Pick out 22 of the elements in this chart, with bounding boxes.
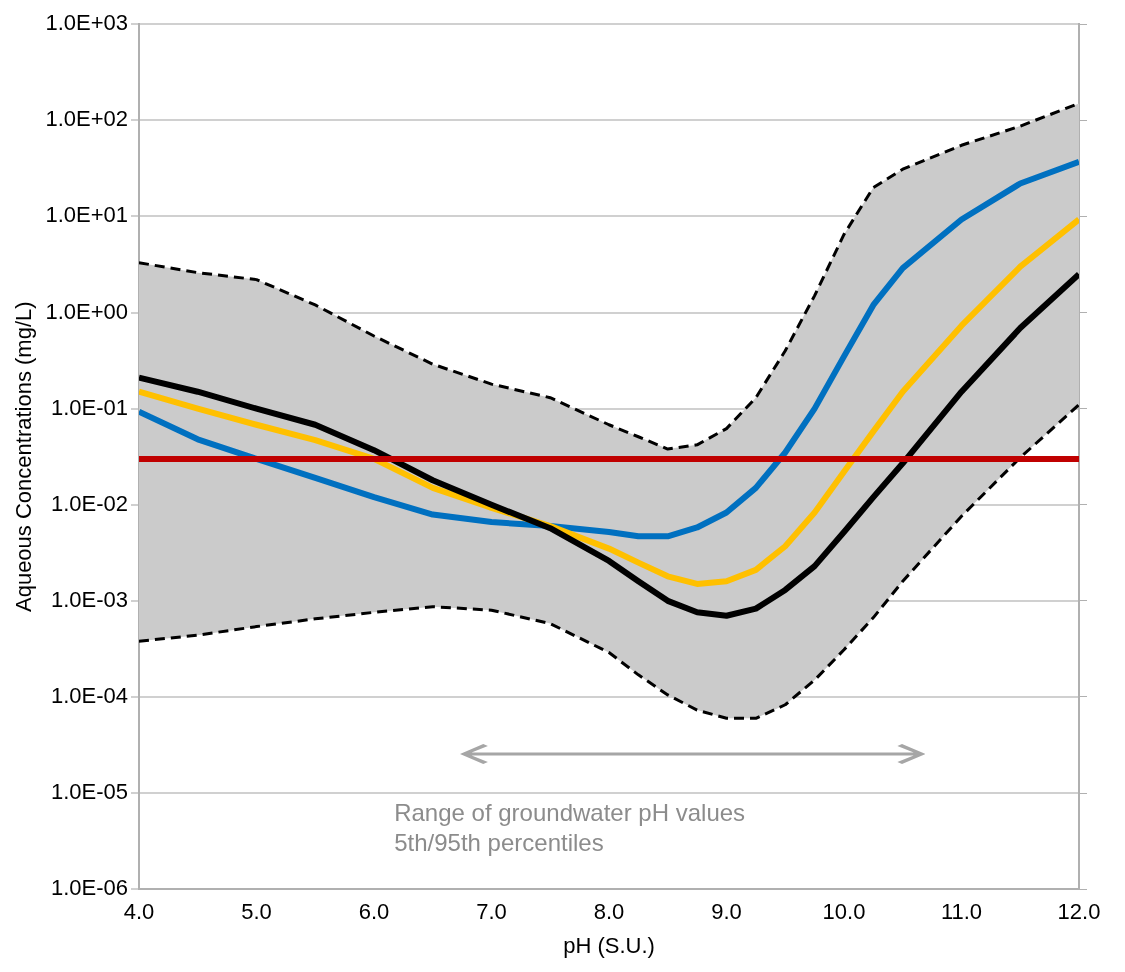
x-tick-label: 11.0 (940, 899, 983, 925)
y-tick-label: 1.0E+03 (45, 10, 128, 36)
y-tick-label: 1.0E-01 (50, 394, 128, 420)
x-tick-label: 8.0 (593, 899, 625, 925)
y-axis-title: Aqueous Concentrations (mg/L) (11, 301, 37, 613)
y-tick-label: 1.0E-03 (50, 586, 128, 612)
y-tick-label: 1.0E-05 (50, 779, 128, 805)
x-tick-label: 4.0 (123, 899, 155, 925)
y-tick-label: 1.0E+00 (45, 298, 128, 324)
y-tick-label: 1.0E-02 (50, 490, 128, 516)
x-tick-label: 9.0 (711, 899, 742, 925)
x-tick-label: 10.0 (822, 899, 866, 925)
x-tick-label: 12.0 (1057, 899, 1101, 925)
y-tick-label: 1.0E+01 (45, 202, 128, 228)
x-axis-title: pH (S.U.) (563, 932, 655, 958)
y-tick-label: 1.0E+02 (45, 106, 128, 132)
annotation: Range of groundwater pH values 5th/95th percentiles (394, 797, 746, 858)
y-tick-label: 1.0E-04 (50, 683, 128, 709)
x-tick-label: 7.0 (476, 899, 507, 925)
x-tick-label: 6.0 (358, 899, 390, 925)
y-tick-label: 1.0E-06 (50, 875, 128, 901)
x-tick-label: 5.0 (241, 899, 272, 925)
